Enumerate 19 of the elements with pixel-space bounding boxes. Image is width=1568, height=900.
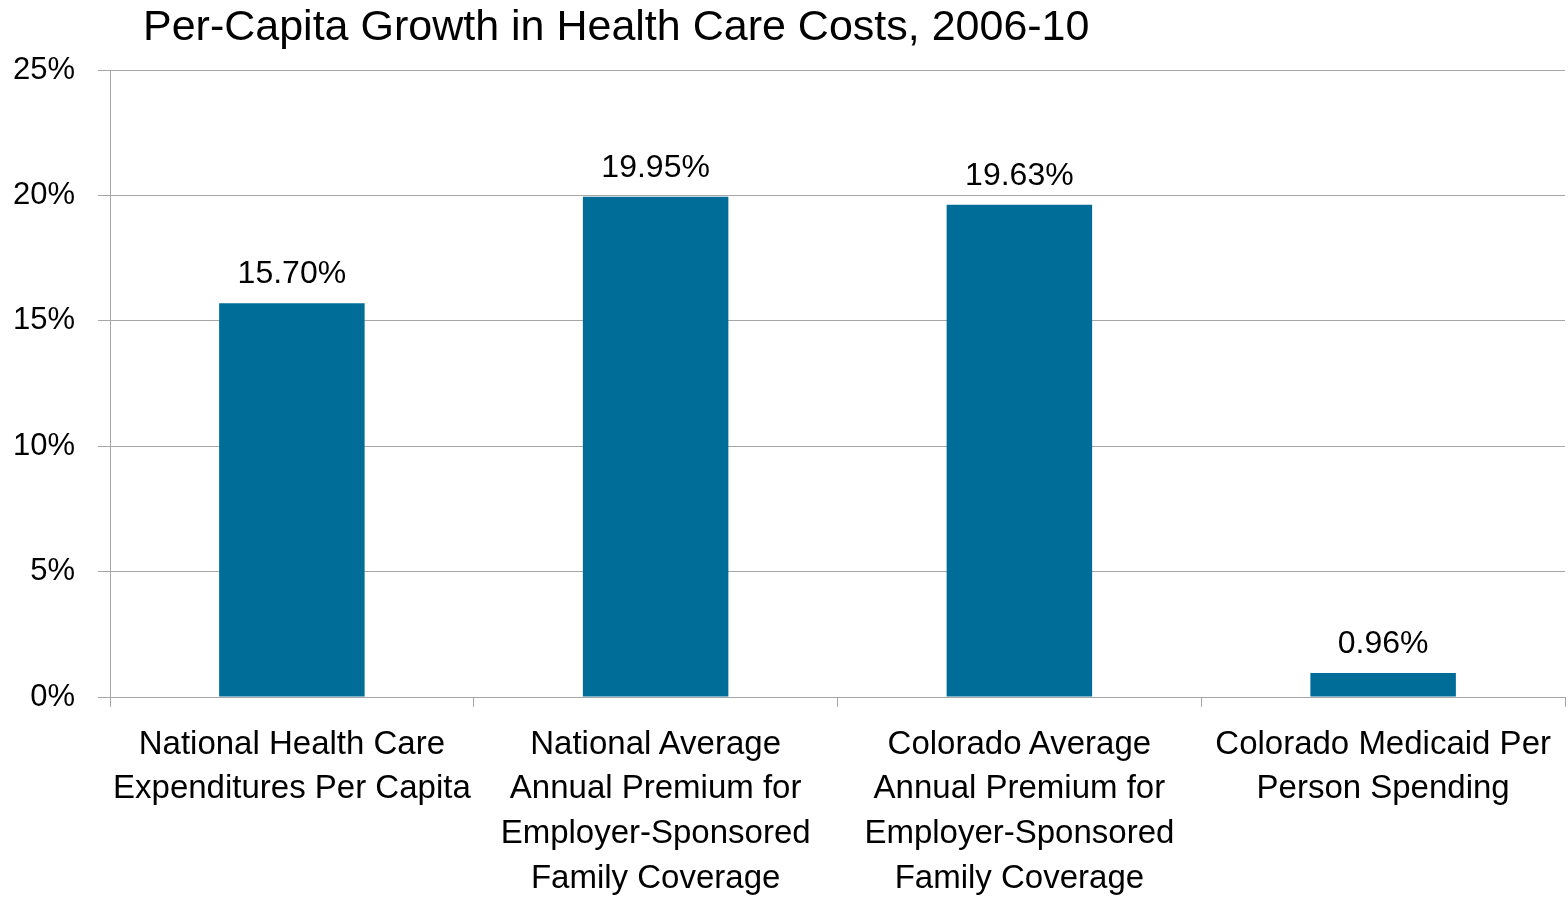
y-tick-label: 10% bbox=[12, 426, 75, 462]
y-tick-label: 0% bbox=[30, 677, 75, 713]
bar bbox=[219, 303, 365, 697]
data-label: 19.95% bbox=[601, 147, 710, 184]
chart-title: Per-Capita Growth in Health Care Costs, 2006-10 bbox=[143, 0, 1090, 50]
y-tick-label: 15% bbox=[12, 301, 75, 337]
x-tick-label: Colorado Average Annual Premium for Employer-Sponsored Family Coverage bbox=[864, 723, 1175, 896]
data-label: 0.96% bbox=[1337, 623, 1429, 660]
bar bbox=[582, 196, 729, 697]
x-tick-label: Colorado Medicaid Per Person Spending bbox=[1215, 723, 1551, 806]
x-tick-label: National Average Annual Premium for Employer-Sponsored Family Coverage bbox=[500, 723, 811, 896]
x-tick-label: National Health Care Expenditures Per Capita bbox=[113, 723, 472, 806]
bar bbox=[1310, 672, 1456, 697]
bar bbox=[946, 204, 1093, 697]
data-label: 19.63% bbox=[965, 155, 1074, 192]
y-tick-label: 20% bbox=[12, 175, 75, 211]
y-tick-label: 25% bbox=[12, 50, 75, 86]
data-label: 15.70% bbox=[237, 254, 347, 291]
y-tick-label: 5% bbox=[30, 552, 75, 588]
